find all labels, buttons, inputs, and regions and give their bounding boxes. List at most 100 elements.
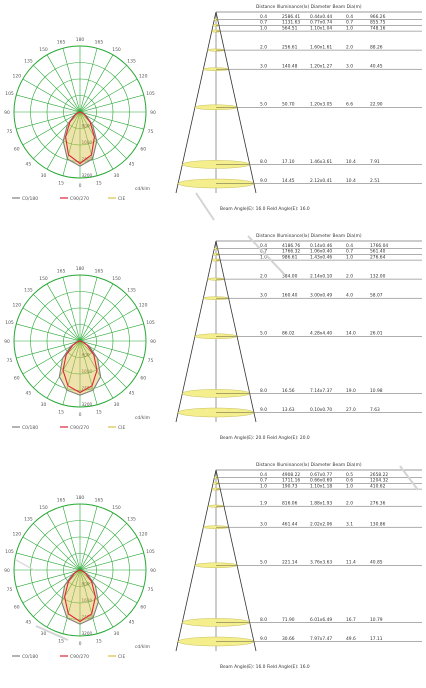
polar-angle-label: 30 (114, 173, 120, 179)
legend-entry: C0/180 (22, 196, 38, 202)
row-diameter: 7.14x7.37 (310, 388, 332, 394)
legend-entry: C0/180 (22, 425, 38, 431)
row-illuminance: 2586.41 (282, 14, 300, 20)
row-field: 855.75 (370, 20, 386, 26)
polar-angle-label: 165 (95, 269, 104, 275)
row-diameter: 2.14x0.10 (310, 274, 332, 280)
row-diameter: 1.88x1.93 (310, 501, 332, 507)
row-field: 17.11 (370, 636, 383, 642)
polar-angle-label: 90 (150, 110, 156, 116)
row-illuminance: 140.48 (282, 64, 298, 70)
row-field: 1766.04 (370, 243, 388, 249)
row-beam: 6.6 (346, 102, 353, 108)
row-diameter: 0.77x0.74 (310, 20, 332, 26)
row-illuminance: 50.70 (282, 102, 295, 108)
polar-angle-label: 105 (146, 320, 155, 326)
row-illuminance: 1131.63 (282, 20, 300, 26)
row-field: 130.86 (370, 522, 386, 528)
photometric-panel-3: 180 165 165 150 150 135 135 120 120 105 105 90 90 75 7… (0, 458, 426, 687)
c0-180-curve (62, 111, 98, 167)
row-field: 561.40 (370, 249, 386, 255)
polar-angle-label: 30 (41, 402, 47, 408)
polar-angle-label: 105 (5, 320, 14, 326)
polar-angle-label: 0 (79, 412, 82, 418)
polar-angle-label: 150 (39, 47, 48, 53)
polar-angle-label: 15 (58, 410, 64, 416)
row-field: 748.16 (370, 26, 386, 32)
row-beam: 3.1 (346, 522, 353, 528)
legend-entry: CIE (118, 425, 125, 431)
polar-angle-label: 120 (139, 74, 148, 80)
polar-angle-label: 60 (140, 376, 146, 382)
row-field: 2.51 (370, 178, 380, 184)
photometric-panel-1: 180 165 165 150 150 135 135 120 120 105 105 90 90 75 7… (0, 0, 426, 229)
polar-angle-label: 120 (13, 303, 22, 309)
polar-angle-label: 45 (129, 162, 135, 168)
polar-ring-label: 2400 (82, 157, 93, 162)
polar-angle-label: 135 (24, 516, 33, 522)
cone-edge-left (175, 469, 217, 652)
cone-edge-left (175, 240, 217, 423)
row-distance: 3.0 (260, 522, 267, 528)
row-distance: 0.7 (260, 478, 267, 484)
row-field: 132.00 (370, 274, 386, 280)
polar-angle-label: 60 (14, 376, 20, 382)
c0-180-curve (58, 340, 102, 396)
row-illuminance: 190.73 (282, 484, 298, 490)
row-field: 276.64 (370, 255, 386, 261)
row-field: 7.63 (370, 407, 380, 413)
row-diameter: 1.60x1.61 (310, 45, 332, 51)
polar-angle-label: 120 (139, 303, 148, 309)
row-distance: 8.0 (260, 617, 267, 623)
polar-unit-label: cd/klm (135, 415, 150, 421)
polar-angle-label: 75 (148, 129, 154, 135)
polar-angle-label: 135 (24, 58, 33, 64)
polar-angle-label: 150 (39, 276, 48, 282)
row-illuminance: 384.00 (282, 274, 298, 280)
row-illuminance: 13.63 (282, 407, 295, 413)
cone-diagram: Distance Illuminance(lx) Diameter Beam D… (175, 462, 422, 670)
row-distance: 8.0 (260, 388, 267, 394)
polar-angle-label: 30 (41, 631, 47, 637)
polar-angle-label: 105 (5, 549, 14, 555)
row-distance: 1.0 (260, 26, 267, 32)
row-field: 58.07 (370, 293, 383, 299)
c90-270-curve (62, 340, 98, 394)
row-beam: 3.0 (346, 64, 353, 70)
row-field: 10.98 (370, 388, 383, 394)
polar-angle-label: 90 (150, 339, 156, 345)
legend-entry: CIE (118, 196, 125, 202)
polar-ring-label: 800 (82, 124, 90, 129)
row-distance: 1.0 (260, 255, 267, 261)
row-diameter: 0.14x0.46 (310, 243, 332, 249)
row-illuminance: 71.90 (282, 617, 295, 623)
row-illuminance: 1711.16 (282, 478, 300, 484)
polar-ring-label: 1600 (82, 598, 93, 603)
row-beam: 1.0 (346, 26, 353, 32)
row-distance: 0.7 (260, 20, 267, 26)
polar-angle-label: 90 (4, 568, 10, 574)
c90-270-curve (65, 111, 95, 165)
row-beam: 0.6 (346, 478, 353, 484)
polar-angle-label: 120 (13, 74, 22, 80)
row-distance: 9.0 (260, 407, 267, 413)
row-diameter: 6.01x6.49 (310, 617, 332, 623)
row-distance: 3.0 (260, 293, 267, 299)
legend-entry: C0/180 (22, 654, 38, 660)
polar-angle-label: 75 (7, 587, 13, 593)
row-distance: 0.4 (260, 243, 267, 249)
row-beam: 2.0 (346, 274, 353, 280)
polar-angle-label: 30 (114, 402, 120, 408)
row-beam: 0.5 (346, 472, 353, 478)
polar-angle-label: 15 (58, 639, 64, 645)
row-illuminance: 221.14 (282, 560, 298, 566)
row-distance: 9.0 (260, 636, 267, 642)
cone-footer: Beam Angle(E): 20.0 Field Angle(E): 20.0 (220, 435, 310, 441)
polar-angle-label: 15 (96, 181, 102, 187)
row-field: 26.01 (370, 331, 383, 337)
polar-ring-label: 3200 (82, 402, 93, 407)
polar-angle-label: 180 (76, 37, 85, 43)
row-diameter: 1.43x0.46 (310, 255, 332, 261)
row-distance: 2.0 (260, 274, 267, 280)
row-field: 966.26 (370, 14, 386, 20)
